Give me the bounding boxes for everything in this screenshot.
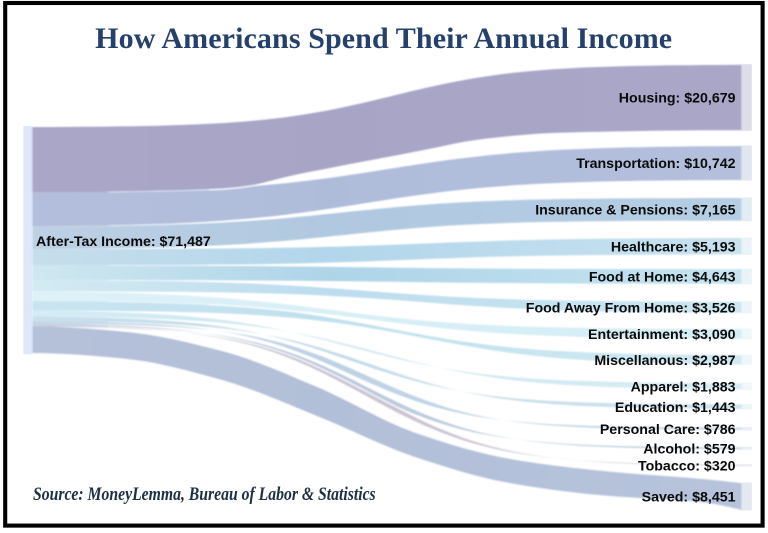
svg-text:Healthcare: $5,193: Healthcare: $5,193 [611, 239, 736, 255]
svg-text:How Americans Spend Their Annu: How Americans Spend Their Annual Income [95, 22, 672, 55]
svg-text:Miscellanous: $2,987: Miscellanous: $2,987 [594, 353, 735, 369]
svg-text:Saved: $8,451: Saved: $8,451 [642, 490, 736, 506]
svg-text:Insurance & Pensions: $7,165: Insurance & Pensions: $7,165 [535, 202, 735, 218]
svg-text:Food Away From Home: $3,526: Food Away From Home: $3,526 [526, 300, 736, 316]
svg-text:Housing: $20,679: Housing: $20,679 [619, 91, 736, 107]
svg-text:After-Tax Income: $71,487: After-Tax Income: $71,487 [36, 234, 211, 250]
svg-text:Source: MoneyLemma, Bureau of: Source: MoneyLemma, Bureau of Labor & St… [33, 484, 376, 504]
svg-text:Entertainment: $3,090: Entertainment: $3,090 [588, 327, 736, 343]
svg-text:Apparel: $1,883: Apparel: $1,883 [631, 379, 736, 395]
svg-text:Alcohol: $579: Alcohol: $579 [643, 441, 735, 457]
svg-text:Transportation: $10,742: Transportation: $10,742 [576, 156, 735, 172]
svg-text:Education: $1,443: Education: $1,443 [615, 400, 736, 416]
svg-text:Personal Care: $786: Personal Care: $786 [600, 422, 736, 438]
svg-text:Tobacco: $320: Tobacco: $320 [638, 458, 736, 474]
svg-text:Food at Home: $4,643: Food at Home: $4,643 [589, 270, 736, 286]
